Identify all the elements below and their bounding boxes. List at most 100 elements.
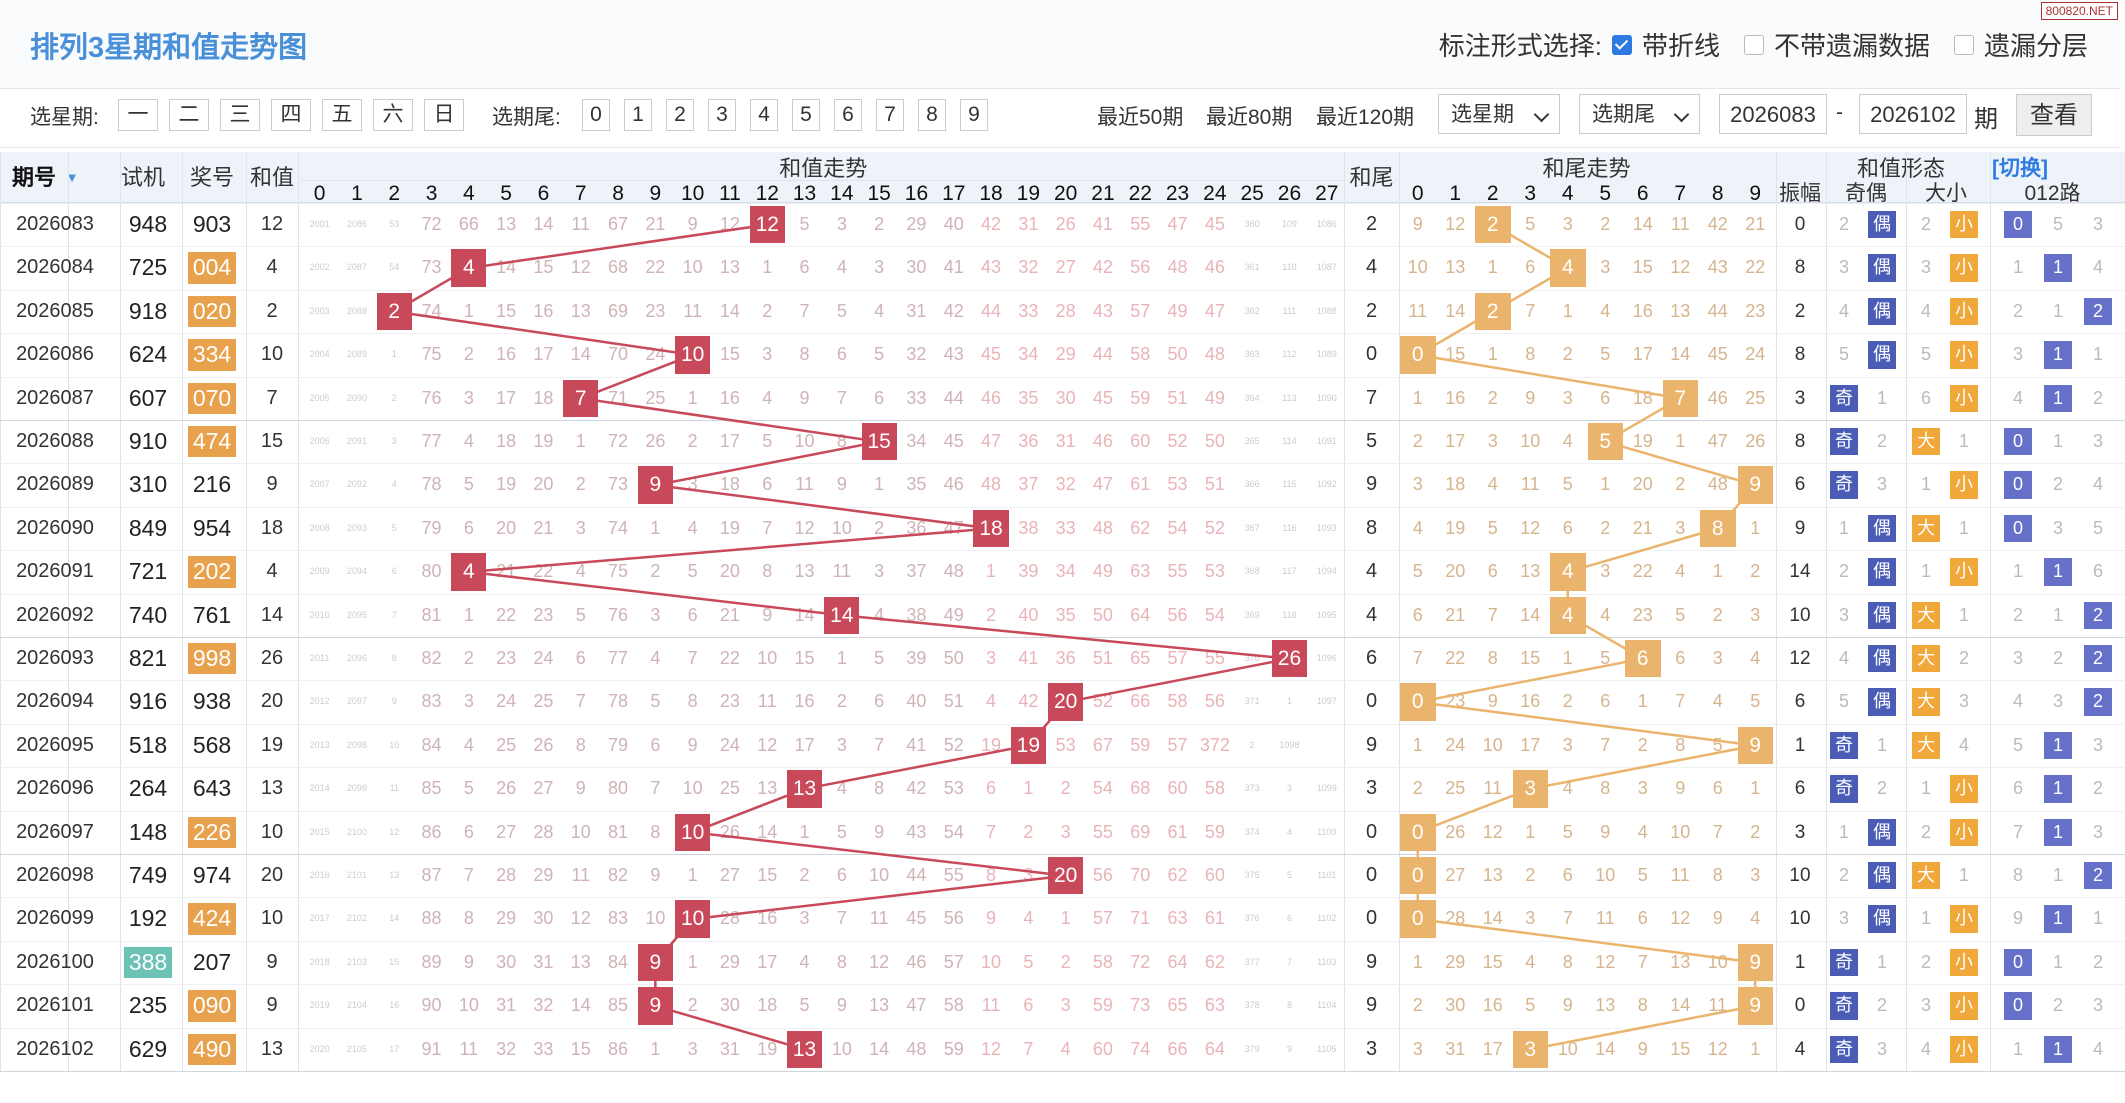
sum-hit-cell: 13 [786,1030,823,1068]
sum-omission-cell: 23 [645,300,666,321]
sum-omission-cell: 29 [496,908,517,929]
tail-omission-cell: 17 [1482,1038,1503,1059]
tail-omission-cell: 13 [1670,951,1691,972]
recent-120-link[interactable]: 最近120期 [1316,106,1415,129]
sum-omission-cell: 15 [794,648,815,668]
sum-omission-cell: 2 [799,865,810,885]
issue-cell: 2026083 [16,213,94,235]
to-issue-input[interactable]: 2026102 [1859,94,1967,134]
amp-value: 0 [1794,995,1806,1017]
sum-omission-cell: 5 [874,344,885,365]
sum-omission-cell: 34 [1018,344,1039,365]
sum-omission-cell: 9 [575,778,586,799]
tail-chip-1[interactable]: 1 [624,99,652,131]
column-divider [68,152,69,1071]
sum-omission-cell: 2 [650,561,661,582]
tail-header: 和尾 [1349,165,1394,190]
road-cell: 2 [2084,862,2112,890]
view-button[interactable]: 查看 [2016,94,2092,136]
sum-omission-cell: 35 [1018,387,1039,408]
tail-chip-7[interactable]: 7 [876,99,904,131]
sum-omission-cell: 13 [496,214,517,234]
tail-chip-6[interactable]: 6 [834,99,862,131]
sum-col-header: 22 [1128,182,1152,205]
sum-omission-cell: 51 [943,691,964,712]
sum-omission-cell: 29 [719,951,740,972]
tail-value: 4 [1365,256,1378,279]
sum-hit-cell: 20 [1048,683,1084,721]
sum-omission-cell: 90 [421,995,442,1016]
weekday-thu[interactable]: 四 [271,99,311,131]
test-number: 518 [128,731,168,758]
no-omission-label[interactable]: 不带遗漏数据 [1773,31,1930,61]
layered-omission-checkbox[interactable] [1953,34,1974,55]
road-cell: 7 [2012,821,2023,842]
tail-omission-cell: 26 [1745,431,1766,451]
sum-omission-cell: 30 [1055,387,1076,408]
sum-omission-cell: 4 [1060,1038,1071,1059]
sum-omission-cell: 69 [608,300,629,321]
weekday-sun[interactable]: 日 [424,99,464,131]
sum-omission-cell: 17 [389,1043,400,1054]
sort-icon: ▼ [65,170,79,185]
tail-col-header: 7 [1674,182,1687,205]
tail-omission-cell: 22 [1445,648,1466,668]
tail-chip-2[interactable]: 2 [666,99,694,131]
sum-omission-cell: 30 [533,908,554,929]
weekday-sat[interactable]: 六 [373,99,413,131]
sum-omission-cell: 43 [943,344,964,365]
no-omission-checkbox[interactable] [1743,34,1764,55]
road-cell: 2 [2084,688,2112,716]
oddeven-cell: 2 [1876,431,1887,451]
weekday-tue[interactable]: 二 [169,99,209,131]
sum-omission-cell: 10 [831,517,852,538]
prize-number: 761 [192,601,232,628]
from-issue-input[interactable]: 2026083 [1719,94,1827,134]
tail-omission-cell: 43 [1707,257,1728,278]
tail-omission-cell: 8 [1712,865,1723,885]
sum-omission-cell: 2015 [309,826,330,837]
sum-value: 10 [260,907,284,930]
polyline-checkbox[interactable] [1611,34,1632,55]
tail-chip-5[interactable]: 5 [792,99,820,131]
oddeven-cell: 5 [1838,691,1849,712]
sum-omission-cell: 5 [1023,951,1034,972]
sum-omission-cell: 7 [463,865,474,885]
tail-hit-cell: 4 [1550,596,1586,634]
bigsmall-cell: 大 [1912,601,1940,629]
weekday-fri[interactable]: 五 [322,99,362,131]
switch-link[interactable]: [切换] [1992,157,2048,180]
tail-omission-cell: 24 [1445,734,1466,755]
sum-omission-cell: 11 [981,995,1001,1016]
tail-chip-4[interactable]: 4 [750,99,778,131]
sum-omission-cell: 87 [421,865,442,885]
tail-chip-9[interactable]: 9 [960,99,988,131]
sum-omission-cell: 6 [836,865,847,885]
weekday-wed[interactable]: 三 [220,99,260,131]
tail-omission-cell: 12 [1520,517,1541,538]
sum-omission-cell: 42 [1018,691,1039,712]
tail-chip-8[interactable]: 8 [918,99,946,131]
sum-omission-cell: 34 [906,431,927,451]
recent-80-link[interactable]: 最近80期 [1206,106,1293,129]
sum-omission-cell: 11 [571,865,591,885]
sum-omission-cell: 4 [463,734,474,755]
tail-omission-cell: 6 [1562,865,1573,885]
sum-omission-cell: 109 [1281,219,1297,229]
tail-chip-3[interactable]: 3 [708,99,736,131]
road-cell: 0 [2004,948,2032,977]
sum-omission-cell: 4 [1286,826,1292,837]
layered-omission-label[interactable]: 遗漏分层 [1983,31,2088,61]
polyline-label[interactable]: 带折线 [1641,31,1720,61]
sum-omission-cell: 74 [421,300,442,321]
sum-omission-cell: 53 [389,219,400,229]
sum-omission-cell: 2089 [346,349,367,360]
weekday-mon[interactable]: 一 [118,99,158,131]
recent-50-link[interactable]: 最近50期 [1097,106,1184,129]
tail-chip-0[interactable]: 0 [582,99,610,131]
tail-omission-cell: 13 [1670,300,1691,321]
weekday-select[interactable]: 选星期 [1438,94,1560,134]
sum-omission-cell: 2 [463,344,474,365]
tail-select[interactable]: 选期尾 [1579,94,1700,134]
sum-omission-cell: 11 [795,474,814,495]
